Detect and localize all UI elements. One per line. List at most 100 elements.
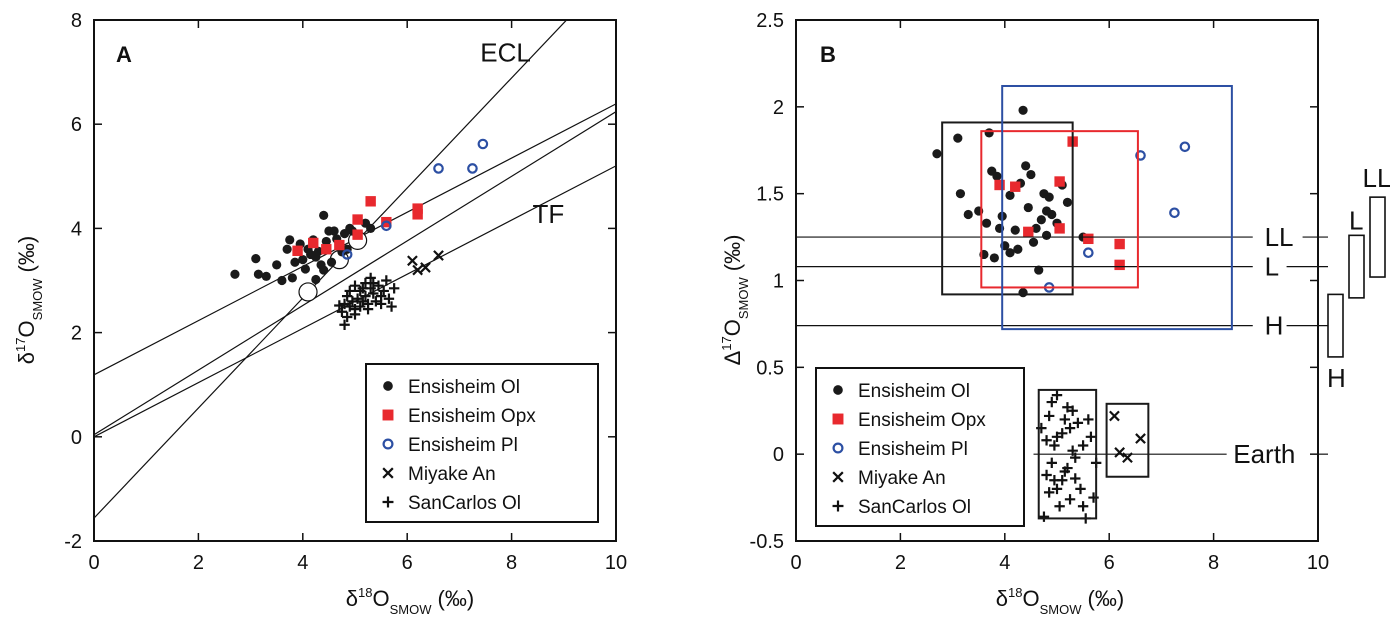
panel-a-point-ensisheim-opx [352,229,363,240]
panel-b-point-ensisheim-ol [1047,209,1057,220]
panel-b-point-sancarlos-ol [1046,457,1057,469]
panel-b-point-ensisheim-ol [953,133,963,143]
panel-b-range-box-1 [980,130,1139,289]
panel-a-plot-frame [93,19,617,542]
panel-b-x-tick-label: 4 [999,552,1010,574]
panel-b-point-sancarlos-ol [1075,483,1086,495]
panel-a-y-tick-label: 4 [71,218,82,240]
panel-b-point-sancarlos-ol [1072,417,1084,429]
panel-a-point-ensisheim-opx [321,244,332,255]
panel-a-point-sancarlos-ol [370,296,382,307]
panel-b-side-bar-label-h: H [1327,363,1346,393]
panel-b-legend-marker-sancarlos-ol [832,500,844,512]
panel-a-legend-label-ensisheim-ol: Ensisheim Ol [408,377,520,398]
panel-a-point-sancarlos-ol [383,293,395,304]
panel-b-y-tick-label: -0.5 [750,531,784,553]
panel-b-chart: 0 2 4 6 8 10-0.500.511.522.5LLLHEarthHLLLEnsi… [719,10,1390,617]
panel-b-legend-marker-ensisheim-opx [832,413,844,425]
panel-a-point-ensisheim-ol [287,273,297,283]
panel-b-hline-label-l: L [1265,252,1279,282]
panel-b-x-tick-label: 10 [1307,552,1329,574]
panel-b-legend-label-ensisheim-opx: Ensisheim Opx [858,410,986,431]
panel-b-point-sancarlos-ol [1049,440,1060,451]
panel-b-x-tick-label: 8 [1208,552,1219,574]
panel-a-legend-label-ensisheim-pl: Ensisheim Pl [408,435,518,456]
panel-b-range-box-0 [941,121,1074,296]
panel-b-point-ensisheim-opx [1010,181,1021,192]
panel-a-point-sancarlos-ol [355,301,366,312]
panel-b-range-box-2 [1001,84,1233,331]
panel-a-point-sancarlos-ol [341,290,353,302]
panel-a-point-miyake-an [412,264,424,276]
panel-b-hline-label-ll: LL [1265,222,1294,252]
panel-a-point-sancarlos-ol [386,301,397,312]
panel-b-point-sancarlos-ol [1036,422,1047,434]
panel-b-side-bar-label-ll: LL [1363,163,1390,193]
panel-b-point-ensisheim-pl [1179,141,1191,153]
panel-b-x-tick-label: 6 [1104,552,1115,574]
panel-b-point-miyake-an [1109,410,1120,422]
panel-b-point-ensisheim-pl [1083,247,1094,259]
panel-b-point-ensisheim-ol [932,149,942,159]
panel-b-point-ensisheim-ol [1036,215,1046,225]
panel-a-point-sancarlos-ol [336,306,348,317]
panel-b-y-tick-label: 1 [773,271,784,293]
panel-b-letter: B [820,42,836,67]
panel-a-point-ensisheim-opx [352,214,363,225]
panel-a-x-tick-label: 2 [193,552,204,574]
panel-a-point-sancarlos-ol [344,285,355,297]
panel-a-point-ensisheim-ol [321,236,331,247]
panel-a-xlabel: δ18OSMOW (‰) [346,585,474,617]
panel-b-range-box-4 [1105,402,1150,478]
panel-b-point-sancarlos-ol [1088,492,1099,503]
panel-a-point-sancarlos-ol [344,301,355,312]
panel-a-point-sancarlos-ol [339,298,350,310]
panel-a-point-miyake-an [407,255,418,267]
panel-b-point-ensisheim-ol [1018,105,1028,115]
panel-a-point-sancarlos-ol [349,309,361,320]
panel-a-marks: 0 2 4 6 8 10 -2 0 2 4 6 8 ECL TF Ensisheim Ol Ensisheim… [64,10,627,574]
panel-a-point-sancarlos-ol [365,272,376,284]
panel-b-point-ensisheim-ol [1005,248,1015,258]
panel-b-point-miyake-an [1114,447,1126,458]
panel-a-point-ensisheim-ol [329,226,339,236]
panel-a-point-ensisheim-opx [365,196,376,207]
panel-b-point-ensisheim-opx [1054,176,1065,187]
panel-b-point-ensisheim-ol [1028,237,1039,247]
panel-a-point-ensisheim-ol [261,271,271,281]
panel-a-point-sancarlos-ol [357,283,369,294]
panel-b-point-sancarlos-ol [1070,473,1081,484]
panel-a-point-sancarlos-ol [349,280,361,291]
panel-b-point-ensisheim-ol [1034,265,1044,275]
panel-b-point-sancarlos-ol [1051,483,1063,495]
panel-a-point-ensisheim-opx [412,203,423,214]
panel-a-point-ensisheim-ol [300,264,311,274]
panel-a-legend-marker-ensisheim-ol [383,381,393,391]
panel-b-hline-label-h: H [1265,311,1284,341]
panel-a-point-sancarlos-ol [357,296,369,307]
panel-b-point-sancarlos-ol [1049,475,1060,486]
panel-b-point-ensisheim-ol [1031,223,1041,233]
panel-b-point-sancarlos-ol [1077,440,1089,451]
panel-a-plot-area [94,20,616,519]
panel-b-point-sancarlos-ol [1057,428,1068,439]
panel-b-point-sancarlos-ol [1085,431,1097,442]
panel-b-point-ensisheim-opx [1083,233,1094,245]
panel-a-point-sancarlos-ol [334,300,345,311]
panel-a-point-miyake-an [433,250,444,261]
panel-b-x-tick-label: 2 [895,552,906,574]
panel-a-point-ensisheim-ol [366,223,376,233]
panel-b-y-tick-label: 0.5 [756,357,784,379]
panel-b-point-sancarlos-ol [1062,402,1073,413]
panel-b-point-ensisheim-ol [984,128,994,138]
panel-b-point-ensisheim-ol [963,209,973,220]
panel-a-point-ensisheim-ol [230,269,240,279]
panel-b-point-sancarlos-ol [1077,501,1089,512]
panel-a-point-miyake-an [420,262,431,273]
panel-b-legend-label-sancarlos-ol: SanCarlos Ol [858,497,971,518]
panel-a-point-ensisheim-ol [282,244,292,254]
panel-b-point-sancarlos-ol [1059,466,1071,477]
panel-a-legend-marker-ensisheim-pl [382,438,394,450]
panel-a-point-sancarlos-ol [368,277,379,289]
